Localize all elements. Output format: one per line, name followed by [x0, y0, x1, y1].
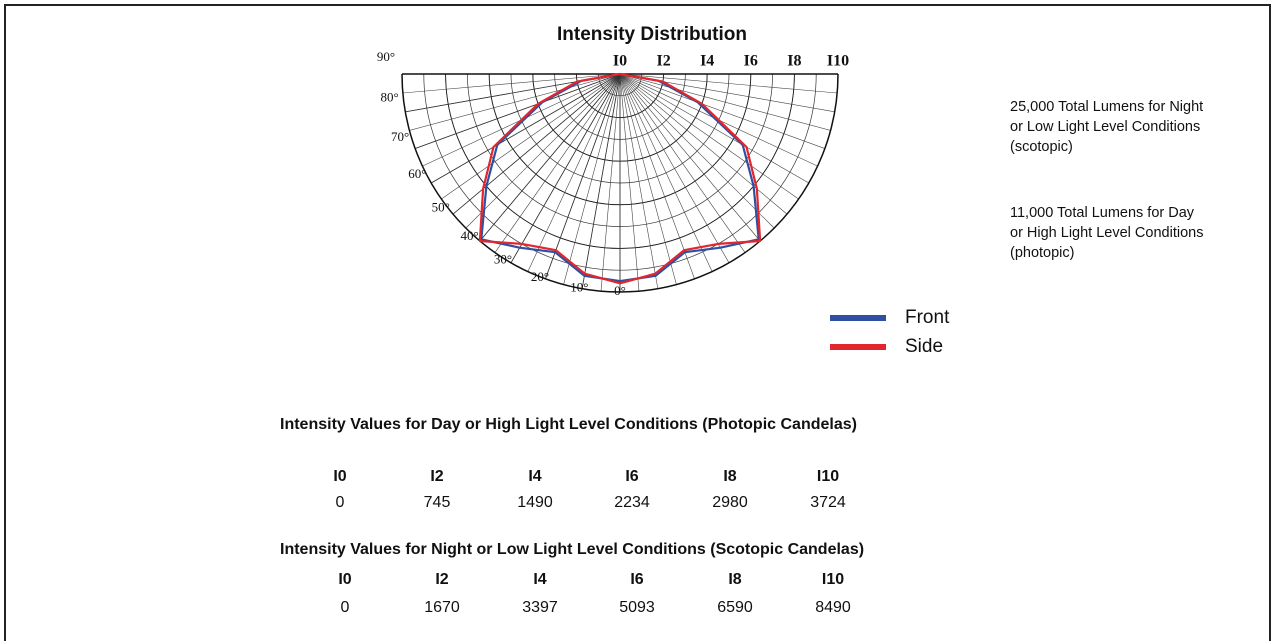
table-value: 3397	[522, 599, 558, 616]
table-value: 5093	[619, 599, 655, 616]
grid-line	[479, 73, 621, 242]
table-value: 1490	[517, 494, 553, 511]
r-tick-label: I8	[787, 53, 801, 70]
r-tick-label: I10	[827, 53, 849, 70]
note-text: 25,000 Total Lumens for Night	[1010, 99, 1203, 115]
note-text: or High Light Level Conditions	[1010, 225, 1203, 241]
angle-tick-label: 40°	[460, 228, 478, 243]
grid-spoke	[619, 73, 831, 131]
grid-spoke	[494, 73, 621, 253]
table-header: I8	[728, 571, 741, 588]
grid-spoke	[563, 73, 621, 285]
angle-tick-label: 80°	[380, 90, 398, 105]
r-tick-label: I0	[613, 53, 627, 70]
grid-spoke	[527, 73, 621, 272]
r-tick-label: I2	[656, 53, 670, 70]
r-tick-label: I4	[700, 53, 714, 70]
table-header: I2	[435, 571, 448, 588]
table-value: 1670	[424, 599, 460, 616]
grid-line	[431, 73, 621, 184]
outer-arc	[401, 73, 839, 293]
series-line	[480, 72, 760, 283]
grid-spoke	[619, 73, 730, 263]
grid-spoke	[600, 73, 621, 292]
table-title: Intensity Values for Day or High Light L…	[280, 416, 857, 433]
angle-tick-label: 0°	[614, 283, 626, 298]
table-header: I10	[817, 468, 839, 485]
grid-spoke	[619, 73, 799, 200]
angle-tick-label: 50°	[432, 199, 450, 214]
grid-spoke	[619, 73, 825, 149]
grid-spoke	[441, 73, 621, 200]
table-value: 6590	[717, 599, 753, 616]
angle-tick-label: 60°	[408, 166, 426, 181]
table-header: I8	[723, 468, 736, 485]
table-header: I10	[822, 571, 844, 588]
grid-line	[415, 73, 621, 149]
note-text: 11,000 Total Lumens for Day	[1010, 205, 1195, 221]
table-header: I2	[430, 468, 443, 485]
table-value: 2234	[614, 494, 650, 511]
grid-spoke	[619, 73, 713, 272]
table-value: 8490	[815, 599, 851, 616]
grid-spoke	[409, 73, 621, 131]
grid-spoke	[619, 73, 695, 279]
angle-tick-label: 10°	[570, 279, 588, 294]
chart-title: Intensity Distribution	[557, 24, 747, 45]
table-header: I4	[528, 468, 541, 485]
table-value: 0	[341, 599, 350, 616]
note-text: (scotopic)	[1010, 139, 1073, 155]
grid-spoke	[402, 73, 621, 94]
grid-spoke	[619, 73, 788, 215]
r-tick-label: I6	[744, 53, 758, 70]
note-text: (photopic)	[1010, 245, 1074, 261]
grid-line	[545, 73, 621, 279]
table-header: I4	[533, 571, 546, 588]
table-title: Intensity Values for Night or Low Light …	[280, 541, 864, 558]
grid-line	[581, 73, 621, 289]
grid-spoke	[619, 73, 746, 253]
angle-tick-label: 70°	[391, 129, 409, 144]
grid-spoke	[619, 73, 659, 289]
grid-spoke	[619, 73, 838, 94]
table-value: 745	[424, 494, 451, 511]
table-value: 3724	[810, 494, 846, 511]
table-header: I0	[338, 571, 351, 588]
legend-label: Side	[905, 336, 943, 357]
note-text: or Low Light Level Conditions	[1010, 119, 1200, 135]
grid-spoke	[619, 73, 640, 292]
grid-line	[510, 73, 621, 263]
grid-spoke	[619, 73, 809, 184]
grid-spoke	[619, 73, 677, 285]
table-value: 2980	[712, 494, 748, 511]
table-value: 0	[336, 494, 345, 511]
grid-spoke	[619, 73, 761, 242]
series-line	[478, 72, 762, 285]
grid-line	[452, 73, 621, 215]
legend-label: Front	[905, 307, 950, 328]
grid-spoke	[465, 73, 621, 229]
table-header: I6	[630, 571, 643, 588]
table-header: I0	[333, 468, 346, 485]
angle-tick-label: 90°	[377, 49, 395, 64]
table-header: I6	[625, 468, 638, 485]
grid-spoke	[619, 73, 775, 229]
page-border	[4, 4, 1271, 641]
